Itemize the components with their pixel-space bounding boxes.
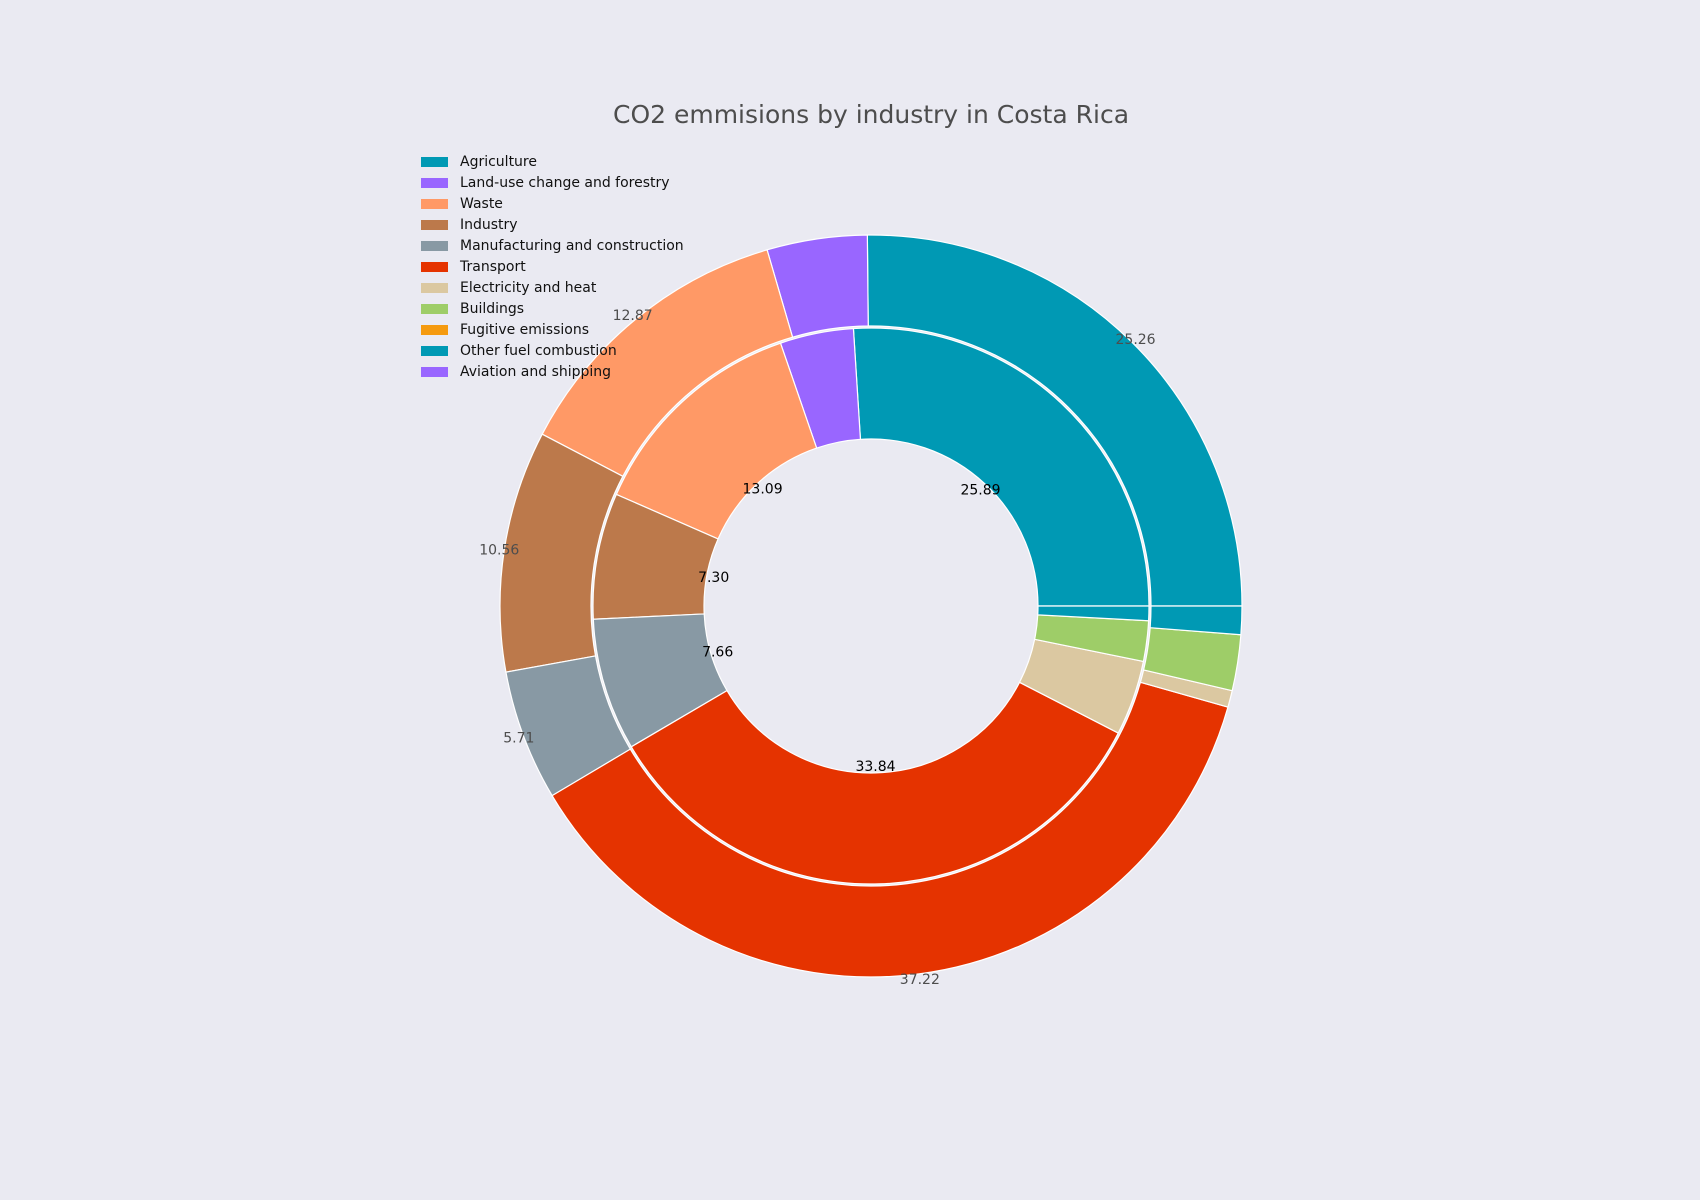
inner-ring xyxy=(592,327,1150,885)
legend-label: Aviation and shipping xyxy=(460,363,612,380)
outer-ring-labels: 25.26 12.87 10.56 5.71 37.22 xyxy=(479,308,1155,988)
legend-item: Industry xyxy=(421,214,684,235)
legend-swatch xyxy=(421,177,448,188)
legend-swatch xyxy=(421,261,448,272)
wedge-inner-other-fuel-combustion xyxy=(1037,605,1150,622)
legend-swatch xyxy=(421,303,448,314)
legend-label: Manufacturing and construction xyxy=(460,237,684,254)
legend-item: Electricity and heat xyxy=(421,277,684,298)
legend-item: Other fuel combustion xyxy=(421,340,684,361)
legend-label: Industry xyxy=(460,216,518,233)
legend-item: Buildings xyxy=(421,298,684,319)
wedge-inner-transport xyxy=(630,681,1120,885)
legend-label: Fugitive emissions xyxy=(460,321,590,338)
legend-swatch xyxy=(421,219,448,230)
data-label-outer: 12.87 xyxy=(613,308,653,324)
legend-swatch xyxy=(421,156,448,167)
legend-label: Electricity and heat xyxy=(460,279,597,296)
legend-item: Fugitive emissions xyxy=(421,319,684,340)
data-label-inner: 25.89 xyxy=(960,482,1000,498)
data-label-outer: 25.26 xyxy=(1116,332,1156,348)
legend-swatch xyxy=(421,240,448,251)
legend-item: Transport xyxy=(421,256,684,277)
legend-item: Waste xyxy=(421,193,684,214)
chart-title: CO2 emmisions by industry in Costa Rica xyxy=(613,100,1129,129)
data-label-inner: 13.09 xyxy=(743,481,783,497)
data-label-inner: 33.84 xyxy=(855,759,895,775)
data-label-outer: 37.22 xyxy=(900,972,940,988)
legend-item: Manufacturing and construction xyxy=(421,235,684,256)
wedge-outer-agriculture xyxy=(866,234,1243,607)
wedge-outer-transport xyxy=(551,681,1229,978)
legend-label: Other fuel combustion xyxy=(460,342,617,359)
wedge-outer-other-fuel-combustion xyxy=(1149,605,1243,636)
wedge-inner-agriculture xyxy=(852,327,1150,607)
legend-swatch xyxy=(421,324,448,335)
legend-label: Land-use change and forestry xyxy=(460,174,670,191)
data-label-outer: 10.56 xyxy=(479,542,519,558)
legend-swatch xyxy=(421,282,448,293)
legend-item: Land-use change and forestry xyxy=(421,172,684,193)
legend-swatch xyxy=(421,366,448,377)
legend-swatch xyxy=(421,345,448,356)
outer-ring xyxy=(499,234,1243,978)
chart-legend: Agriculture Land-use change and forestry W… xyxy=(421,151,684,382)
inner-ring-labels: 25.89 13.09 7.30 7.66 33.84 xyxy=(698,481,1000,775)
legend-label: Waste xyxy=(460,195,503,212)
legend-label: Buildings xyxy=(460,300,525,317)
legend-label: Transport xyxy=(460,258,526,275)
legend-item: Aviation and shipping xyxy=(421,361,684,382)
data-label-inner: 7.66 xyxy=(702,645,733,661)
legend-item: Agriculture xyxy=(421,151,684,172)
legend-label: Agriculture xyxy=(460,153,537,170)
legend-swatch xyxy=(421,198,448,209)
data-label-outer: 5.71 xyxy=(503,731,534,747)
data-label-inner: 7.30 xyxy=(698,570,729,586)
